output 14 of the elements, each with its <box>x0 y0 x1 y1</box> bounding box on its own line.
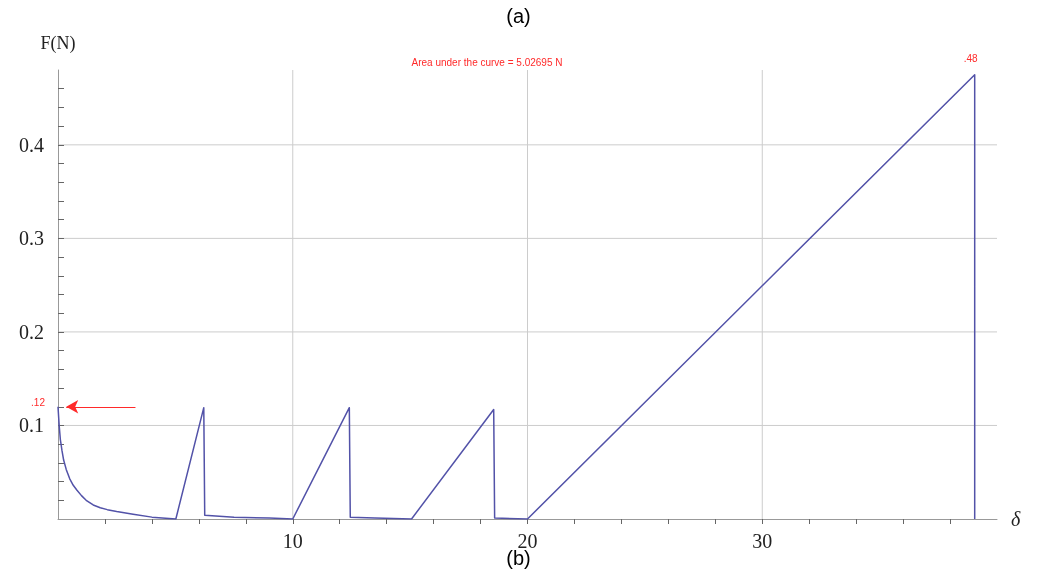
x-tick-label: 30 <box>752 530 773 552</box>
y-axis-title: F(N) <box>40 33 76 54</box>
y-tick-label: 0.3 <box>19 227 44 250</box>
x-axis-title: δ <box>1011 508 1021 530</box>
annotation: .48 <box>963 53 979 65</box>
y-tick-label: 0.1 <box>19 414 44 437</box>
y-tick-label: 0.2 <box>19 320 44 343</box>
x-tick-label: 10 <box>282 530 303 552</box>
text: Area under the curve = 5.02695 N <box>411 56 563 68</box>
annotation: .12 <box>31 397 46 409</box>
text: (a) <box>506 5 531 27</box>
line-series <box>57 73 976 520</box>
text: (b) <box>506 547 531 569</box>
y-tick-label: 0.4 <box>19 133 44 156</box>
